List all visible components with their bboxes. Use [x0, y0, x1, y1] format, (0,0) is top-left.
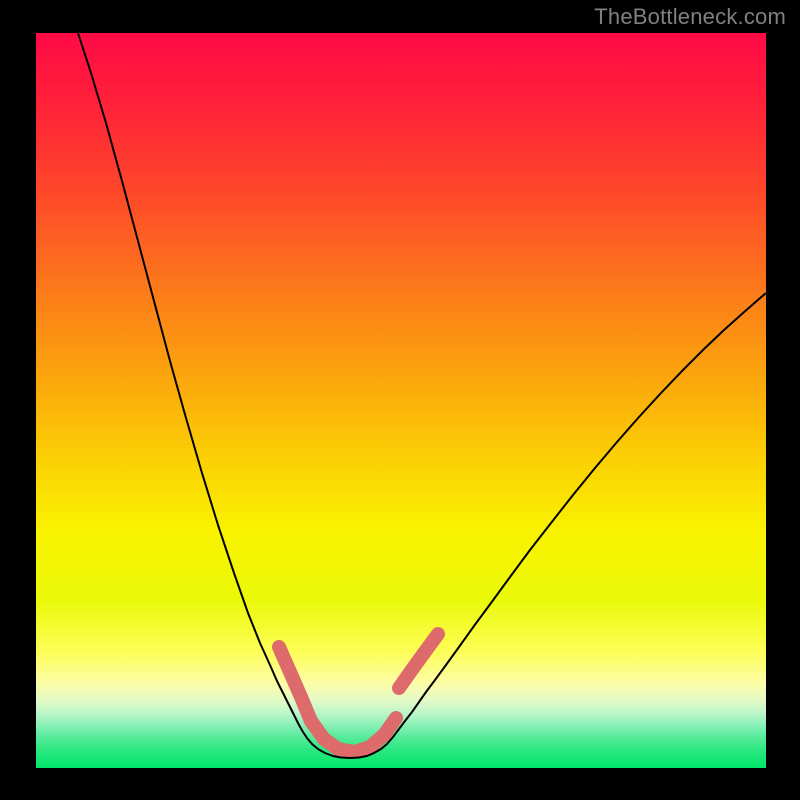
chart-svg: [0, 0, 800, 800]
gradient-plot-area: [36, 33, 766, 768]
bottleneck-chart: TheBottleneck.com: [0, 0, 800, 800]
